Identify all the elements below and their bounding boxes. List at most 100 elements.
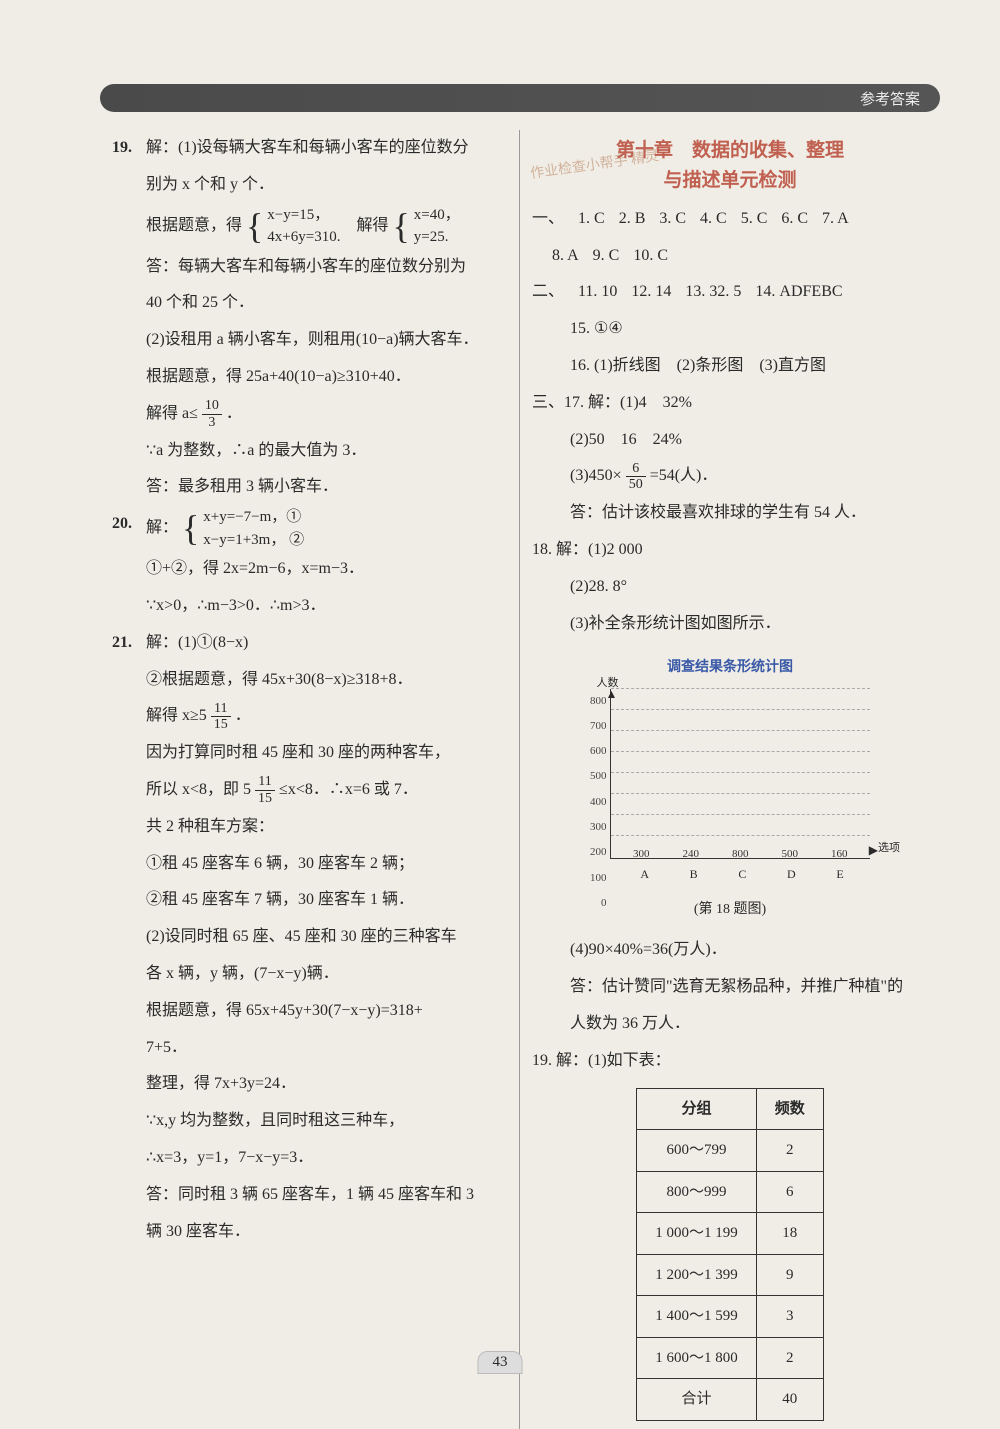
brace-icon: { [392,210,409,242]
chapter-line2: 与描述单元检测 [532,166,928,196]
table-cell: 6 [756,1171,823,1213]
table-header: 频数 [756,1088,823,1130]
table-cell: 9 [756,1254,823,1296]
table-cell: 2 [756,1130,823,1172]
q17-l4: 答：估计该校最喜欢排球的学生有 54 人． [532,495,928,532]
q17-l1: 17. 解：(1)4 32% [564,394,692,411]
y-axis: 8007006005004003002001000 [590,689,610,859]
fraction: 11 15 [211,701,231,733]
plot-area: 人数 ▲ 选项 ▶ 300240800500160 [610,689,871,859]
q21-l16: 答：同时租 3 辆 65 座客车，1 辆 45 座客车和 3 [146,1177,474,1214]
q21-l4: 因为打算同时租 45 座和 30 座的两种客车， [146,735,474,772]
chapter-title: 第十章 数据的收集、整理 与描述单元检测 [532,136,928,197]
q19-num: 19. [112,130,146,506]
table-cell: 3 [756,1296,823,1338]
page-number: 43 [478,1351,523,1374]
q21-l5a: 所以 x<8，即 5 [146,781,251,798]
ytick: 200 [590,840,607,865]
ans-item: 5. C [741,210,768,227]
q20-l1: ①+②，得 2x=2m−6，x=m−3． [146,551,364,588]
table-row: 600～7992 [637,1130,824,1172]
section-2: 二、 11. 10 12. 14 13. 32. 5 14. ADFEBC [532,274,928,311]
q17-l3-tail: =54(人)． [650,467,718,484]
q19-sys2a: x=40， [414,207,460,223]
table-row: 1 400～1 5993 [637,1296,824,1338]
frac-den: 15 [255,791,275,806]
q21-l14: ∵x,y 均为整数，且同时租这三种车， [146,1103,474,1140]
ytick: 700 [590,714,607,739]
fraction: 11 15 [255,774,275,806]
q21-l7: ①租 45 座客车 6 辆，30 座客车 2 辆； [146,846,474,883]
table-cell: 1 600～1 800 [637,1337,757,1379]
frac-num: 10 [202,398,222,414]
q19-p2d: ∵a 为整数，∴a 的最大值为 3． [146,433,479,470]
ans-item: 8. A [552,247,579,264]
table-row: 800～9996 [637,1171,824,1213]
frac-den: 50 [626,477,646,492]
arrow-right-icon: ▶ [869,837,878,865]
q21-l15: ∴x=3，y=1，7−x−y=3． [146,1140,474,1177]
ans-item: 12. 14 [631,283,671,300]
chart-body: 8007006005004003002001000 人数 ▲ 选项 ▶ 3002… [590,689,870,859]
q21: 21. 解：(1)①(8−x) ②根据题意，得 45x+30(8−x)≥318+… [112,625,507,1251]
ytick: 400 [590,790,607,815]
ans-item: 7. A [822,210,849,227]
q18-l5: 答：估计赞同"选育无絮杨品种，并推广种植"的 [532,969,928,1006]
bar-value: 800 [732,842,749,867]
table-row: 1 200～1 3999 [637,1254,824,1296]
table-row: 1 600～1 8002 [637,1337,824,1379]
table-cell: 2 [756,1337,823,1379]
arrow-up-icon: ▲ [606,681,618,709]
sec2-16: 16. (1)折线图 (2)条形图 (3)直方图 [532,348,928,385]
q20-sys-lines: x+y=−7−m，① x−y=1+3m， ② [203,506,304,551]
ytick: 300 [590,815,607,840]
q20-sysb: x−y=1+3m， ② [203,532,304,548]
frac-den: 15 [211,717,231,732]
q20-sys: 解： { x+y=−7−m，① x−y=1+3m， ② [146,506,364,551]
ans-item: 10. C [633,247,668,264]
frequency-table: 分组频数600～7992800～99961 000～1 199181 200～1… [636,1088,824,1421]
ans-item: 9. C [593,247,620,264]
gridline [611,709,871,710]
ytick: 100 [590,866,607,891]
gridline [611,814,871,815]
chart-caption: (第 18 题图) [590,894,870,926]
table-cell: 18 [756,1213,823,1255]
frac-num: 11 [211,701,231,717]
sec2-lead: 二、 [532,283,564,300]
q19-p2b: 根据题意，得 25a+40(10−a)≥310+40． [146,359,479,396]
ans-item: 13. 32. 5 [685,283,741,300]
gridline [611,730,871,731]
section-3: 三、17. 解：(1)4 32% [532,385,928,422]
q21-l5b: ≤x<8．∴x=6 或 7． [279,781,418,798]
q18-l2: (2)28. 8° [532,569,928,606]
q19-ans1a: 答：每辆大客车和每辆小客车的座位数分别为 [146,249,479,286]
ans-item: 3. C [659,210,686,227]
q19-l1: 解：(1)设每辆大客车和每辆小客车的座位数分 [146,130,479,167]
frac-num: 11 [255,774,275,790]
brace-icon: { [246,210,263,242]
q20-num: 20. [112,506,146,625]
q21-l5: 所以 x<8，即 5 11 15 ≤x<8．∴x=6 或 7． [146,772,474,809]
frac-num: 6 [626,461,646,477]
table-cell: 1 200～1 399 [637,1254,757,1296]
gridline [611,751,871,752]
header-bar: 参考答案 [100,84,940,112]
q21-l6: 共 2 种租车方案： [146,809,474,846]
q17-l2: (2)50 16 24% [532,422,928,459]
ytick: 600 [590,739,607,764]
q19-sys1: x−y=15， 4x+6y=310. [267,204,340,249]
q21-l3-tail: ． [235,707,251,724]
bar-value: 500 [782,842,799,867]
table-cell: 1 000～1 199 [637,1213,757,1255]
q19-p2c-lead: 解得 a≤ [146,405,198,422]
q19-ans1b: 40 个和 25 个． [146,285,479,322]
q19r-l1: 19. 解：(1)如下表： [532,1043,928,1080]
ans-item: 14. ADFEBC [755,283,842,300]
brace-icon: { [182,512,199,544]
gridline [611,772,871,773]
header-label: 参考答案 [860,88,920,109]
q19-p2e: 答：最多租用 3 辆小客车． [146,469,479,506]
q19-body: 解：(1)设每辆大客车和每辆小客车的座位数分 别为 x 个和 y 个． 根据题意… [146,130,479,506]
q19-sys2b: y=25. [414,229,449,245]
